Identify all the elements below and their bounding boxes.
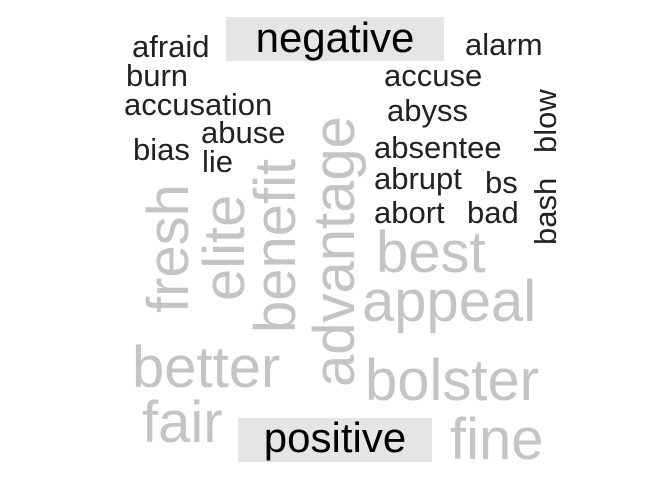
word-elite: elite	[192, 195, 257, 301]
word-fine: fine	[450, 407, 544, 472]
word-abrupt: abrupt	[374, 161, 462, 196]
word-bash: bash	[528, 178, 563, 245]
word-alarm: alarm	[465, 27, 543, 62]
word-absentee: absentee	[374, 130, 502, 165]
word-benefit: benefit	[243, 159, 308, 333]
word-appeal: appeal	[362, 269, 536, 334]
group-label-negative: negative	[256, 14, 415, 61]
group-label-positive: positive	[264, 414, 406, 461]
word-advantage: advantage	[302, 116, 367, 387]
word-afraid: afraid	[132, 29, 210, 64]
word-accuse: accuse	[384, 58, 482, 93]
word-layer: afraid alarm burn accuse accusation abyss abus…	[124, 27, 563, 472]
group-label-bg-positive	[238, 418, 432, 462]
word-bad: bad	[467, 195, 519, 230]
word-bs: bs	[485, 165, 518, 200]
word-burn: burn	[126, 58, 188, 93]
word-bias: bias	[133, 132, 190, 167]
word-lie: lie	[202, 144, 233, 179]
word-better: better	[132, 335, 280, 400]
word-abuse: abuse	[201, 115, 285, 150]
word-abyss: abyss	[387, 93, 468, 128]
word-fresh: fresh	[136, 184, 201, 313]
word-fair: fair	[142, 390, 223, 455]
word-best: best	[376, 220, 486, 285]
word-abort: abort	[374, 195, 445, 230]
word-bolster: bolster	[365, 348, 539, 413]
group-label-bg-negative	[226, 17, 444, 61]
word-blow: blow	[528, 89, 563, 153]
word-accusation: accusation	[124, 87, 272, 122]
